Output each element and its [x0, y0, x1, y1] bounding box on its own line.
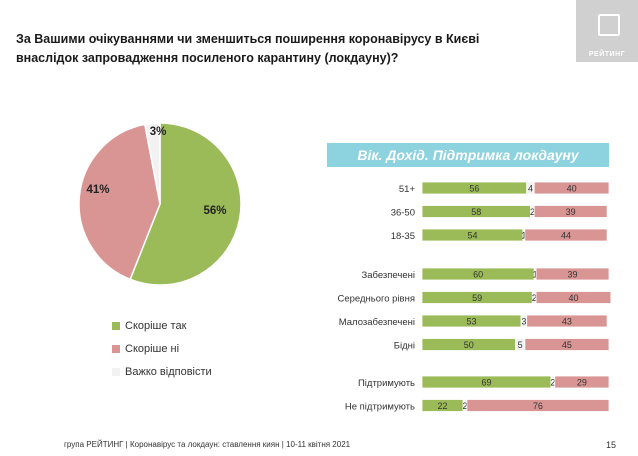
- pie-slice: [143, 122, 161, 205]
- pie-legend: Скоріше так Скоріше ні Важко відповісти: [112, 314, 212, 383]
- pie-slice: [129, 122, 242, 286]
- page-number: 15: [606, 440, 617, 450]
- legend-swatch: [112, 367, 120, 376]
- legend-item: Важко відповісти: [112, 360, 212, 383]
- pie-slice: [78, 123, 161, 281]
- legend-label: Скоріше так: [125, 319, 187, 332]
- chart-title: За Вашими очікуваннями чи зменшиться пош…: [16, 32, 480, 65]
- legend-label: Скоріше ні: [125, 342, 180, 355]
- pie-value-label: 56%: [203, 205, 226, 217]
- footer-text: група РЕЙТИНГ | Коронавірус та локдаун: …: [64, 440, 351, 449]
- legend-swatch: [112, 321, 120, 330]
- legend-item: Скоріше так: [112, 314, 212, 337]
- legend-label: Важко відповісти: [125, 365, 212, 378]
- logo-text: РЕЙТИНГ: [588, 51, 626, 58]
- pie-value-label: 41%: [86, 184, 109, 196]
- legend-item: Скоріше ні: [112, 337, 212, 360]
- logo-mark-icon: [598, 14, 620, 36]
- pie-value-label: 3%: [150, 126, 167, 138]
- bar-chart-banner: Вік. Дохід. Підтримка локдауну: [327, 143, 609, 167]
- legend-swatch: [112, 344, 120, 353]
- rating-logo: РЕЙТИНГ: [576, 0, 638, 62]
